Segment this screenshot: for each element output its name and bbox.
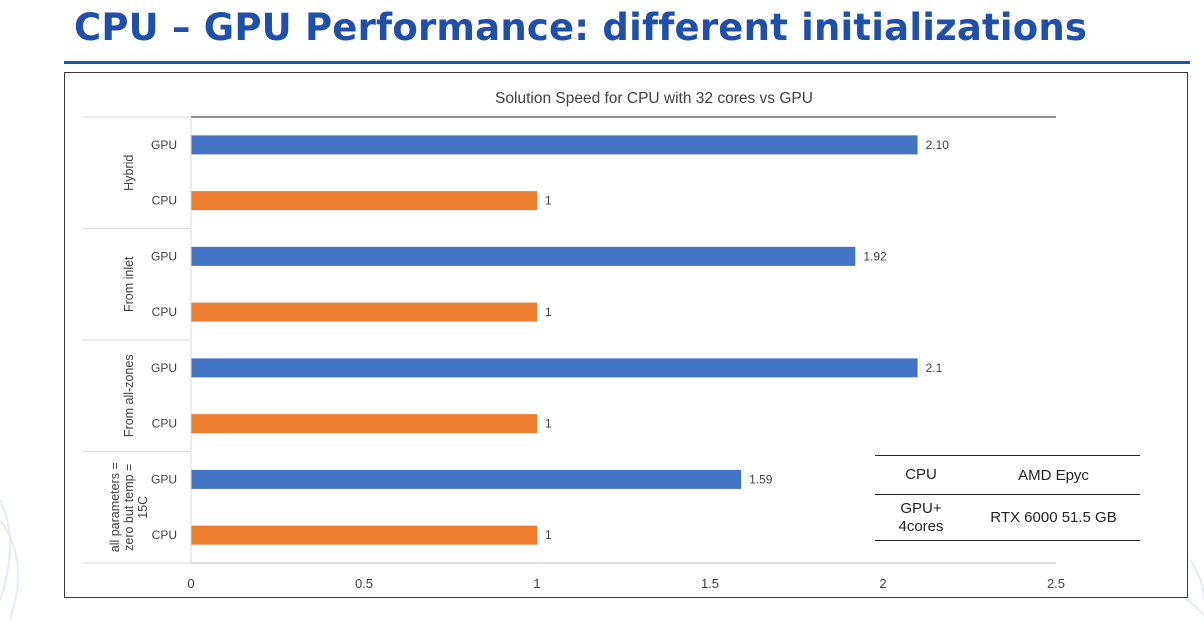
- x-tick-label: 1: [533, 576, 540, 591]
- data-label: 1.92: [863, 249, 887, 263]
- hardware-spec-table: CPU AMD Epyc GPU+ 4cores RTX 6000 51.5 G…: [875, 455, 1140, 541]
- bar-cpu: [191, 414, 537, 434]
- x-tick-label: 0.5: [355, 576, 373, 591]
- x-tick-label: 1.5: [701, 576, 719, 591]
- bar-cpu: [191, 525, 537, 545]
- bar-gpu: [191, 246, 856, 266]
- spec-value-gpu: RTX 6000 51.5 GB: [967, 494, 1140, 541]
- category-tick-label: CPU: [152, 194, 177, 208]
- chart-frame: Solution Speed for CPU with 32 cores vs …: [64, 72, 1188, 598]
- category-tick-label: CPU: [152, 528, 177, 542]
- bar-cpu: [191, 302, 537, 322]
- group-label: From all-zones: [122, 354, 136, 437]
- category-tick-label: GPU: [151, 138, 177, 152]
- spec-key-cpu: CPU: [875, 455, 967, 495]
- x-tick-label: 0: [187, 576, 194, 591]
- spec-row-gpu: GPU+ 4cores RTX 6000 51.5 GB: [875, 494, 1140, 541]
- data-label: 1: [545, 417, 552, 431]
- bar-gpu: [191, 135, 918, 155]
- data-label: 1.59: [749, 472, 773, 486]
- data-label: 1: [545, 305, 552, 319]
- bar-cpu: [191, 191, 537, 211]
- data-label: 1: [545, 528, 552, 542]
- title-divider: [64, 61, 1190, 64]
- spec-key-gpu: GPU+ 4cores: [898, 499, 944, 535]
- bar-gpu: [191, 469, 742, 489]
- category-tick-label: CPU: [152, 305, 177, 319]
- data-label: 2.1: [926, 361, 943, 375]
- group-label: all parameters =zero but temp =15C: [108, 462, 150, 552]
- spec-value-cpu: AMD Epyc: [967, 455, 1140, 495]
- category-tick-label: CPU: [152, 417, 177, 431]
- bar-chart: Solution Speed for CPU with 32 cores vs …: [82, 90, 1065, 591]
- spec-row-cpu: CPU AMD Epyc: [875, 455, 1140, 495]
- group-label: From inlet: [122, 256, 136, 312]
- data-label: 1: [545, 194, 552, 208]
- category-tick-label: GPU: [151, 361, 177, 375]
- x-tick-label: 2: [879, 576, 886, 591]
- x-tick-label: 2.5: [1047, 576, 1065, 591]
- bar-gpu: [191, 358, 918, 378]
- chart-title: Solution Speed for CPU with 32 cores vs …: [495, 90, 813, 107]
- category-tick-label: GPU: [151, 249, 177, 263]
- data-label: 2.10: [926, 138, 950, 152]
- group-label: Hybrid: [122, 155, 136, 191]
- category-tick-label: GPU: [151, 472, 177, 486]
- slide-title: CPU – GPU Performance: different initial…: [74, 6, 1088, 49]
